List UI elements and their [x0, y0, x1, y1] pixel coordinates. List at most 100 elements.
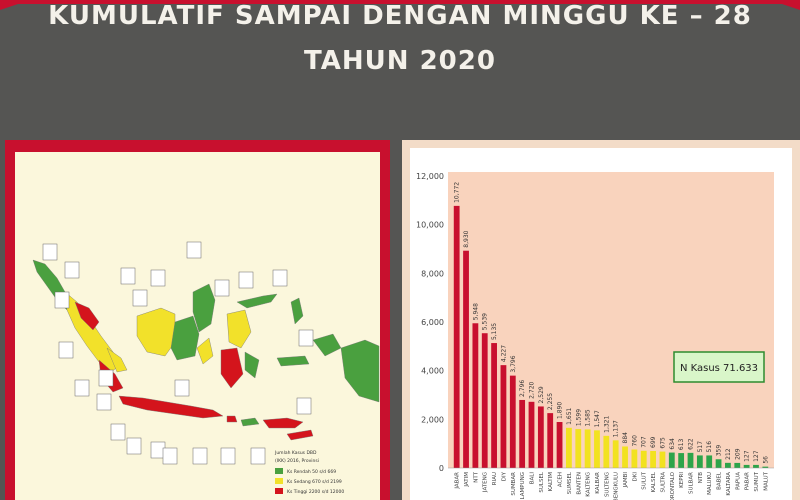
bar-value-label: 1,137 [613, 420, 620, 437]
bar-sulut [640, 450, 647, 468]
bar-value-label: 5,948 [472, 303, 479, 320]
island-sumatra-south2 [106, 347, 128, 373]
x-tick-label: SULTRA [660, 472, 666, 493]
legend-label-high: Ks Tinggi 2200 s/d 12000 [287, 489, 344, 495]
bar-malut [762, 466, 769, 468]
island-sulteng [226, 309, 252, 349]
bar-kepri [678, 453, 685, 468]
x-tick-label: RIAU [492, 472, 498, 485]
x-tick-label: BENGKULU [614, 472, 620, 500]
bar-papua [734, 462, 741, 468]
map-legend: Jumlah Kasus DBD (IKK) 2016, Provinsi Ks… [274, 450, 344, 495]
page-subtitle: TAHUN 2020 [304, 46, 496, 76]
bar-value-label: 516 [706, 441, 713, 453]
bar-value-label: 5,539 [482, 313, 489, 330]
x-tick-label: JAMBI [623, 472, 629, 489]
x-tick-label: KALBAR [595, 472, 601, 494]
bar-value-label: 2,255 [547, 393, 554, 410]
bar-sulbar [687, 452, 694, 468]
bar-value-label: 10,772 [454, 182, 461, 203]
x-tick-label: JATENG [483, 472, 489, 493]
island-sultra [244, 351, 260, 379]
bar-value-label: 1,599 [575, 409, 582, 426]
island-kalsel [196, 337, 214, 365]
bar-value-label: 3,796 [510, 355, 517, 372]
island-bali [226, 415, 238, 423]
legend-title: Jumlah Kasus DBD [274, 450, 317, 456]
legend-label-low: Ks Rendah 50 s/d 669 [287, 469, 336, 475]
x-tick-label: BALI [530, 472, 536, 485]
island-papua [340, 339, 380, 403]
y-tick-label: 6,000 [421, 318, 444, 327]
bar-chart: 12,000 10,000 8,000 6,000 4,000 2,000 0 10,772… [416, 172, 774, 500]
legend-swatch-high [275, 488, 283, 494]
chart-panel: 12,000 10,000 8,000 6,000 4,000 2,000 0 10,772… [402, 140, 800, 500]
y-tick-label: 12,000 [416, 172, 444, 181]
bar-value-label: 359 [716, 445, 723, 457]
x-tick-label: PABAR [745, 472, 751, 490]
island-sulsel [220, 347, 244, 389]
bar-lampung [519, 399, 526, 468]
bar-gorontalo [668, 452, 675, 468]
island-ntt [262, 417, 304, 429]
x-tick-label: JABAR [455, 472, 461, 490]
island-ntb [240, 417, 260, 427]
y-tick-label: 10,000 [416, 221, 444, 230]
bar-value-label: 127 [744, 450, 751, 462]
bar-value-label: 2,796 [519, 380, 526, 397]
bar-value-label: 5,135 [491, 323, 498, 340]
x-tick-label: SULSEL [539, 471, 545, 493]
bar-sultra [659, 451, 666, 468]
x-tick-label: MALUT [763, 471, 769, 490]
bar-sumut [753, 464, 759, 468]
bar-value-label: 209 [734, 448, 741, 460]
bar-riau [491, 343, 497, 468]
bar-babel [715, 459, 722, 468]
bar-value-label: 707 [641, 436, 648, 448]
x-tick-label: KALTENG [586, 472, 592, 497]
y-axis: 12,000 10,000 8,000 6,000 4,000 2,000 0 [416, 172, 444, 473]
x-tick-label: NTT [473, 471, 479, 482]
island-kalteng [170, 315, 200, 361]
annotation-box: N Kasus 71.633 [673, 351, 765, 383]
bar-banten [575, 429, 582, 468]
bar-value-label: 1,651 [566, 407, 573, 424]
x-tick-label: SUMBAR [511, 472, 517, 496]
bar-jatim [463, 250, 469, 468]
bar-maluku [706, 455, 713, 468]
x-tick-label: KALSEL [651, 471, 657, 492]
bar-value-label: 699 [650, 436, 657, 448]
y-tick-label: 0 [439, 464, 444, 473]
island-kalbar [136, 307, 176, 357]
y-tick-label: 2,000 [421, 415, 444, 424]
bar-pabar [743, 464, 750, 468]
legend-label-medium: Ks Sedang 670 s/d 2199 [287, 479, 342, 485]
x-tick-label: NTB [698, 472, 704, 483]
bar-value-label: 1,585 [585, 409, 592, 426]
bar-dki [631, 449, 638, 468]
bar-value-label: 884 [622, 432, 629, 444]
bar-value-label: 760 [631, 435, 638, 447]
bar-bali [528, 401, 535, 468]
x-tick-label: SULBAR [689, 472, 695, 494]
x-tick-label: SUMSEL [567, 471, 573, 494]
bar-sumsel [566, 427, 572, 468]
bar-value-label: 8,930 [463, 230, 470, 247]
island-java [118, 395, 224, 419]
header-corner-right [770, 0, 800, 10]
x-tick-label: MALUKU [707, 472, 713, 495]
header-corner-left [0, 0, 30, 10]
x-tick-label: SULTENG [604, 472, 610, 497]
x-tick-label: JATIM [464, 472, 470, 488]
bar-aceh [556, 422, 563, 468]
island-kaltim [192, 283, 216, 333]
bar-kalbar [594, 430, 600, 468]
x-tick-label: KALTARA [726, 472, 732, 496]
x-tick-label: GORONTALO [670, 471, 676, 500]
bar-jateng [481, 333, 488, 468]
bar-value-label: 613 [678, 438, 685, 450]
bar-ntb [696, 455, 703, 468]
bar-value-label: 2,720 [529, 381, 536, 398]
chart-frame: 12,000 10,000 8,000 6,000 4,000 2,000 0 10,772… [410, 148, 792, 500]
